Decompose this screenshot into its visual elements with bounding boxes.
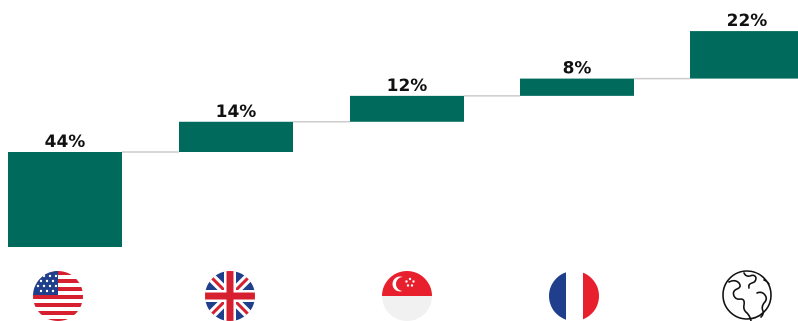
- uk-flag-icon: [205, 271, 255, 321]
- value-label-4: 8%: [563, 59, 592, 79]
- value-label-5: 22%: [727, 11, 768, 31]
- bar-1: [8, 152, 122, 247]
- value-label-2: 14%: [216, 102, 257, 122]
- value-label-3: 12%: [387, 76, 428, 96]
- singapore-flag-icon: [382, 271, 432, 321]
- value-labels: 44% 14% 12% 8% 22%: [45, 11, 768, 152]
- bar-2: [179, 121, 293, 152]
- globe-icon: [722, 270, 772, 321]
- bar-4: [520, 78, 634, 96]
- bar-3: [350, 95, 464, 122]
- bar-5: [690, 31, 798, 79]
- bars: [8, 31, 798, 247]
- value-label-1: 44%: [45, 132, 86, 152]
- us-flag-icon: [33, 271, 83, 321]
- connector-lines: [122, 77, 690, 153]
- france-flag-icon: [549, 271, 599, 321]
